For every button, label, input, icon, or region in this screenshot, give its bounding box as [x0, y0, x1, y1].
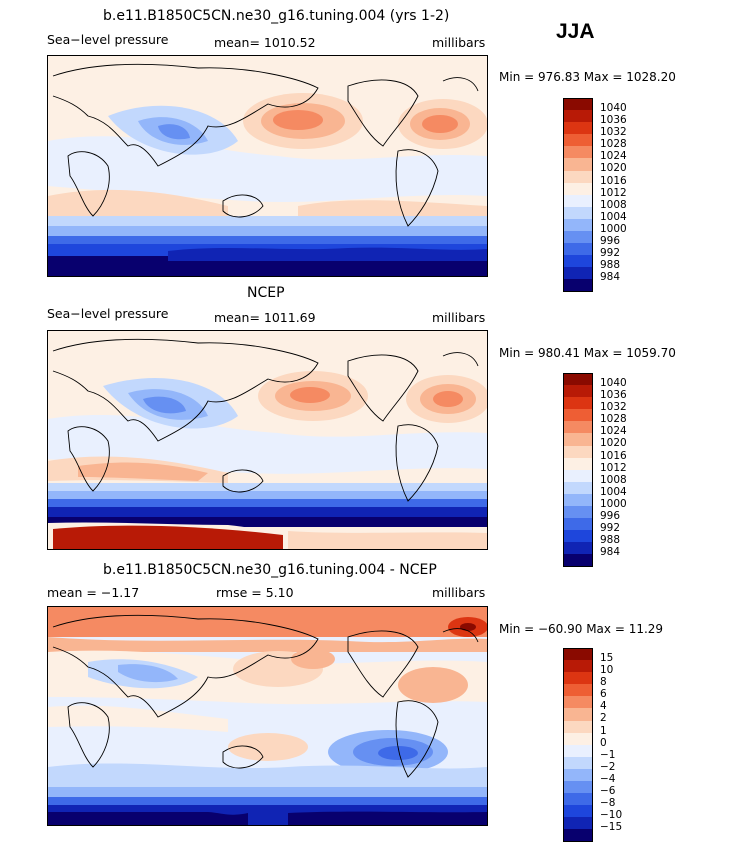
legend-label: 1028 — [600, 138, 627, 151]
panel-1-legend: 1040 1036 1032 1028 1024 1020 1016 1012 … — [563, 98, 679, 292]
legend-label: −1 — [600, 748, 616, 761]
legend-label: 6 — [600, 688, 607, 701]
panel-1-variable-label: Sea−level pressure — [47, 32, 169, 47]
legend-label: 984 — [600, 546, 621, 559]
panel-2-variable-label: Sea−level pressure — [47, 306, 169, 321]
panel-1-mean-label: mean= 1010.52 — [214, 35, 316, 50]
legend-label: 988 — [600, 259, 621, 272]
legend-label: 4 — [600, 700, 607, 713]
legend-label: 1036 — [600, 114, 627, 127]
legend-label: 1008 — [600, 473, 627, 486]
legend-label: 1000 — [600, 497, 627, 510]
legend-label: 2 — [600, 712, 607, 725]
panel-1-minmax: Min = 976.83 Max = 1028.20 — [499, 70, 676, 84]
legend-label: 10 — [600, 664, 614, 677]
panel-3-units-label: millibars — [432, 585, 486, 600]
legend-label: 1012 — [600, 186, 627, 199]
legend-label: 1016 — [600, 174, 627, 187]
legend-label: 1024 — [600, 425, 627, 438]
legend-label: 1020 — [600, 437, 627, 450]
legend-label: 1024 — [600, 150, 627, 163]
legend-label: 1028 — [600, 413, 627, 426]
panel-3-mean-label: mean = −1.17 — [47, 585, 140, 600]
legend-label: 15 — [600, 652, 614, 664]
panel-2-pressure-field — [48, 331, 487, 549]
legend-label: 0 — [600, 736, 607, 749]
legend-label: 1040 — [600, 377, 627, 389]
legend-label: 1008 — [600, 198, 627, 211]
panel-1-pressure-field — [48, 56, 487, 276]
legend-label: 1032 — [600, 126, 627, 139]
legend-label: 988 — [600, 534, 621, 547]
panel-2-units-label: millibars — [432, 310, 486, 325]
legend-label: 996 — [600, 510, 621, 523]
panel-3-minmax: Min = −60.90 Max = 11.29 — [499, 622, 664, 636]
legend-label: −10 — [600, 809, 623, 822]
legend-label: −15 — [600, 821, 623, 834]
legend-label: −2 — [600, 760, 616, 773]
legend-label: 984 — [600, 271, 621, 284]
legend-label: 1032 — [600, 401, 627, 414]
panel-1-title: b.e11.B1850C5CN.ne30_g16.tuning.004 (yrs… — [103, 8, 450, 24]
panel-1-units-label: millibars — [432, 35, 486, 50]
legend-label: 1004 — [600, 210, 627, 223]
panel-3-map — [47, 606, 488, 826]
legend-label: 1020 — [600, 162, 627, 175]
legend-label: 992 — [600, 247, 621, 260]
legend-label: 1012 — [600, 461, 627, 474]
panel-3-rmse-label: rmse = 5.10 — [216, 585, 294, 600]
panel-2-mean-label: mean= 1011.69 — [214, 310, 316, 325]
legend-label: −6 — [600, 785, 616, 798]
legend-label: 1004 — [600, 485, 627, 498]
panel-1-map — [47, 55, 488, 277]
legend-label: 1036 — [600, 389, 627, 402]
panel-2-map — [47, 330, 488, 550]
legend-label: 1000 — [600, 222, 627, 235]
panel-3-difference-field — [48, 607, 487, 825]
legend-label: 1040 — [600, 102, 627, 114]
panel-3-title: b.e11.B1850C5CN.ne30_g16.tuning.004 - NC… — [103, 562, 437, 578]
panel-2-title: NCEP — [247, 285, 285, 301]
legend-label: 8 — [600, 676, 607, 689]
panel-3-legend: 15 10 8 6 4 2 1 0 −1 −2 −4 −6 −8 −10 −15 — [563, 648, 679, 842]
season-label: JJA — [556, 20, 595, 43]
legend-label: 1 — [600, 724, 607, 737]
legend-label: 1016 — [600, 449, 627, 462]
legend-label: −8 — [600, 797, 616, 810]
panel-2-legend: 1040 1036 1032 1028 1024 1020 1016 1012 … — [563, 373, 679, 567]
panel-2-minmax: Min = 980.41 Max = 1059.70 — [499, 346, 676, 360]
legend-label: 996 — [600, 235, 621, 248]
legend-label: −4 — [600, 772, 616, 785]
legend-label: 992 — [600, 522, 621, 535]
